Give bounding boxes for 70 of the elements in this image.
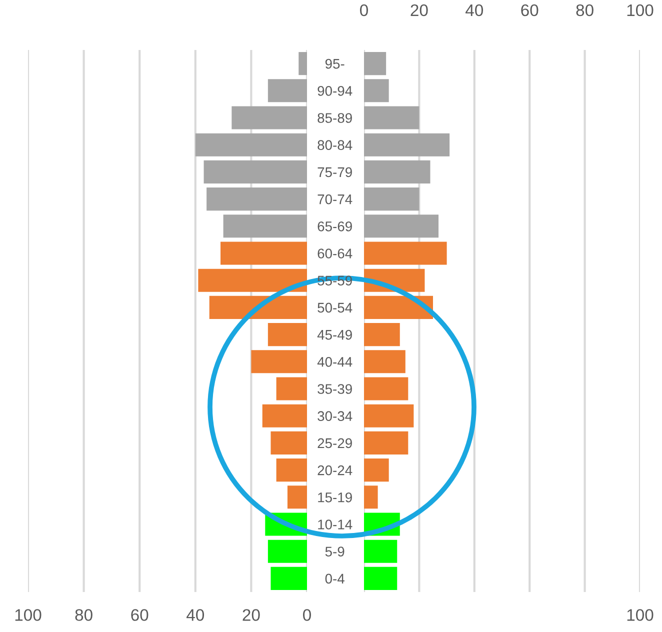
bar bbox=[276, 377, 307, 400]
bar bbox=[364, 242, 447, 265]
bar bbox=[223, 214, 307, 238]
bar bbox=[220, 242, 307, 265]
y-tick-label: 90-94 bbox=[318, 86, 352, 96]
bar bbox=[251, 350, 307, 374]
bar bbox=[204, 160, 307, 184]
y-tick-label: 25-29 bbox=[318, 438, 352, 448]
bar bbox=[364, 350, 406, 374]
x2-tick-label: 0 bbox=[360, 4, 368, 16]
bar bbox=[364, 106, 420, 130]
bar bbox=[268, 540, 307, 563]
x2-tick-label: 80 bbox=[576, 4, 594, 16]
y-tick-label: 45-49 bbox=[317, 330, 352, 340]
y-tick-label: 40-44 bbox=[317, 356, 352, 367]
bar bbox=[364, 323, 400, 346]
bar bbox=[364, 404, 414, 428]
bar bbox=[364, 377, 408, 400]
bar bbox=[364, 431, 408, 454]
y-tick-label: 20-24 bbox=[318, 465, 352, 476]
x-tick-label: 0 bbox=[303, 609, 311, 621]
y-tick-label: 65-69 bbox=[318, 221, 352, 232]
x-tick-label: 80 bbox=[75, 609, 92, 621]
bar bbox=[198, 268, 307, 292]
bar bbox=[195, 133, 307, 156]
x2-tick-label: 40 bbox=[466, 4, 484, 16]
bar bbox=[364, 486, 378, 509]
y-tick-label: 80-84 bbox=[318, 140, 352, 150]
y-tick-label: 95- bbox=[325, 58, 344, 69]
bar bbox=[232, 106, 307, 130]
bar bbox=[209, 296, 307, 319]
bar bbox=[262, 404, 307, 428]
bar bbox=[268, 323, 307, 346]
bar bbox=[206, 188, 307, 211]
bar bbox=[364, 79, 389, 102]
y-tick-label: 5-9 bbox=[325, 546, 344, 557]
y-tick-label: 10-14 bbox=[318, 520, 352, 530]
x2-tick-label: 60 bbox=[521, 4, 538, 16]
bar bbox=[364, 540, 398, 563]
y-tick-label: 0-4 bbox=[325, 574, 344, 584]
bar bbox=[287, 486, 307, 509]
y-tick-label: 75-79 bbox=[318, 167, 352, 178]
bar bbox=[268, 79, 307, 102]
x-tick-label: 60 bbox=[131, 609, 148, 621]
bar bbox=[364, 188, 420, 211]
bar bbox=[364, 296, 433, 319]
bar bbox=[364, 214, 439, 238]
bar bbox=[298, 52, 307, 76]
bar bbox=[364, 566, 398, 590]
x-tick-label: 20 bbox=[242, 609, 260, 621]
bar bbox=[364, 458, 389, 482]
y-tick-label: 50-54 bbox=[318, 302, 352, 313]
y-tick-label: 15-19 bbox=[318, 492, 352, 502]
x2-tick-label: 100 bbox=[627, 4, 654, 16]
y-tick-label: 30-34 bbox=[318, 411, 352, 422]
y-tick-label: 55-59 bbox=[318, 276, 352, 286]
y-tick-label: 60-64 bbox=[318, 248, 352, 258]
bar bbox=[364, 133, 450, 156]
bar bbox=[364, 160, 430, 184]
bar bbox=[270, 431, 307, 454]
bar bbox=[276, 458, 307, 482]
bar bbox=[364, 52, 386, 76]
y-tick-label: 85-89 bbox=[318, 113, 352, 123]
y-tick-label: 35-39 bbox=[318, 384, 352, 394]
x2-tick-label: 20 bbox=[410, 4, 428, 16]
y-tick-label: 70-74 bbox=[318, 194, 352, 204]
x-tick-label: 100 bbox=[627, 609, 654, 621]
x-tick-label: 100 bbox=[15, 609, 42, 621]
bar bbox=[270, 566, 307, 590]
x-tick-label: 40 bbox=[186, 609, 204, 621]
